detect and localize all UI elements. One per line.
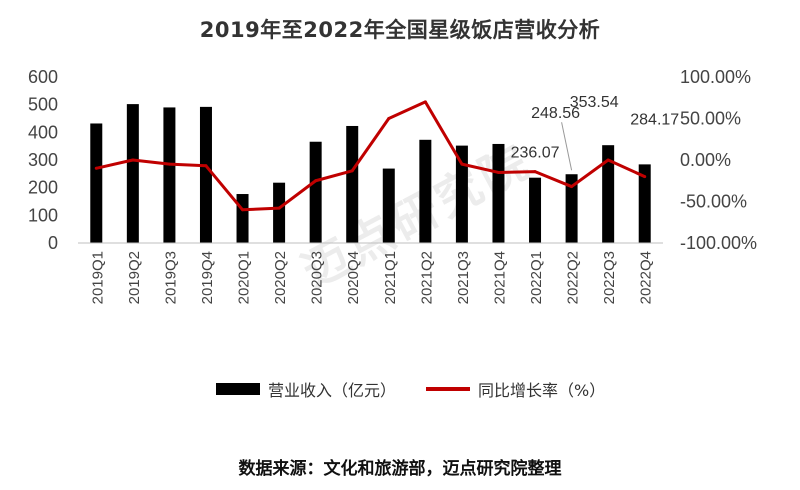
x-tick-label: 2022Q4 bbox=[638, 251, 655, 304]
bar-2019Q2 bbox=[126, 104, 139, 243]
legend-swatch-line bbox=[426, 387, 471, 391]
y-right-tick-label: -50.00% bbox=[680, 192, 747, 212]
bars-layer bbox=[90, 104, 651, 243]
data-label-2022Q1: 236.07 bbox=[511, 145, 560, 162]
bar-2021Q2 bbox=[419, 139, 432, 243]
bar-2019Q3 bbox=[163, 107, 176, 243]
bar-2020Q3 bbox=[309, 141, 322, 243]
line-layer bbox=[94, 100, 647, 212]
x-tick-label: 2019Q2 bbox=[126, 251, 143, 304]
legend-item-revenue: 营业收入（亿元） bbox=[216, 377, 396, 401]
growth-point-2019Q2 bbox=[131, 158, 135, 162]
growth-point-2022Q3 bbox=[606, 158, 610, 162]
axes-layer: 0 100 200 300 400 500 600 -100.00% -50.00% 0.00% 5… bbox=[28, 67, 757, 304]
x-tick-label: 2020Q3 bbox=[309, 251, 326, 304]
y-left-tick-label: 100 bbox=[28, 205, 58, 225]
legend: 营业收入（亿元） 同比增长率（%） bbox=[216, 376, 635, 402]
y-left-tick-label: 400 bbox=[28, 122, 58, 142]
x-tick-label: 2021Q4 bbox=[491, 251, 508, 304]
bar-2022Q1 bbox=[529, 177, 542, 243]
bar-2021Q3 bbox=[455, 145, 468, 243]
growth-point-2022Q2 bbox=[570, 185, 574, 189]
growth-point-2021Q4 bbox=[496, 170, 500, 174]
legend-item-growth: 同比增长率（%） bbox=[426, 377, 605, 401]
growth-point-2021Q3 bbox=[460, 162, 464, 166]
growth-point-2020Q3 bbox=[314, 179, 318, 183]
bar-2020Q4 bbox=[346, 125, 359, 243]
bar-2020Q2 bbox=[273, 182, 286, 243]
x-tick-label: 2021Q2 bbox=[418, 251, 435, 304]
growth-point-2020Q2 bbox=[277, 206, 281, 210]
x-tick-label: 2019Q1 bbox=[89, 251, 106, 304]
y-right-tick-label: 100.00% bbox=[680, 67, 751, 87]
y-right-tick-label: -100.00% bbox=[680, 233, 757, 253]
x-tick-label: 2019Q3 bbox=[162, 251, 179, 304]
source-note: 数据来源：文化和旅游部，迈点研究院整理 bbox=[238, 459, 562, 479]
bar-2019Q1 bbox=[90, 123, 103, 243]
bar-2022Q2 bbox=[565, 174, 578, 243]
growth-line bbox=[95, 100, 646, 212]
legend-swatch-bar bbox=[216, 383, 260, 395]
x-tick-label: 2021Q3 bbox=[455, 251, 472, 304]
growth-point-2022Q4 bbox=[643, 175, 647, 179]
bar-2022Q4 bbox=[638, 164, 651, 243]
legend-label-growth: 同比增长率（%） bbox=[478, 381, 606, 400]
bar-2021Q1 bbox=[382, 168, 395, 243]
growth-point-2022Q1 bbox=[533, 170, 537, 174]
y-right-tick-label: 0.00% bbox=[680, 150, 731, 170]
y-left-tick-label: 500 bbox=[28, 95, 58, 115]
bar-2022Q3 bbox=[602, 145, 615, 243]
growth-point-2021Q2 bbox=[423, 100, 427, 104]
growth-point-2019Q1 bbox=[94, 166, 98, 170]
bar-2020Q1 bbox=[236, 194, 249, 243]
bar-2019Q4 bbox=[199, 106, 212, 243]
data-label-2022Q3: 353.54 bbox=[570, 94, 619, 111]
legend-label-revenue: 营业收入（亿元） bbox=[268, 381, 397, 400]
x-tick-label: 2020Q1 bbox=[236, 251, 253, 304]
growth-point-2020Q4 bbox=[350, 169, 354, 173]
x-tick-label: 2020Q2 bbox=[272, 251, 289, 304]
y-right-tick-label: 50.00% bbox=[680, 109, 741, 129]
x-tick-label: 2022Q1 bbox=[528, 251, 545, 304]
chart-title: 2019年至2022年全国星级饭店营收分析 bbox=[199, 18, 601, 42]
growth-point-2020Q1 bbox=[241, 208, 245, 212]
x-tick-label: 2021Q1 bbox=[382, 251, 399, 304]
data-label-2022Q4: 284.17 bbox=[630, 111, 679, 128]
y-left-tick-label: 0 bbox=[48, 233, 58, 253]
data-label-leader bbox=[561, 122, 573, 171]
y-left-tick-label: 600 bbox=[28, 67, 58, 87]
growth-point-2019Q4 bbox=[204, 164, 208, 168]
growth-point-2021Q1 bbox=[387, 117, 391, 120]
x-tick-label: 2022Q3 bbox=[601, 251, 618, 304]
data-label-2022Q2: 248.56 bbox=[531, 105, 580, 122]
x-tick-label: 2022Q2 bbox=[565, 251, 582, 304]
x-tick-label: 2019Q4 bbox=[199, 251, 216, 304]
bar-2021Q4 bbox=[492, 143, 505, 243]
y-left-tick-label: 200 bbox=[28, 178, 58, 198]
y-left-tick-label: 300 bbox=[28, 150, 58, 170]
growth-point-2019Q3 bbox=[167, 162, 171, 166]
x-tick-label: 2020Q4 bbox=[345, 251, 362, 304]
